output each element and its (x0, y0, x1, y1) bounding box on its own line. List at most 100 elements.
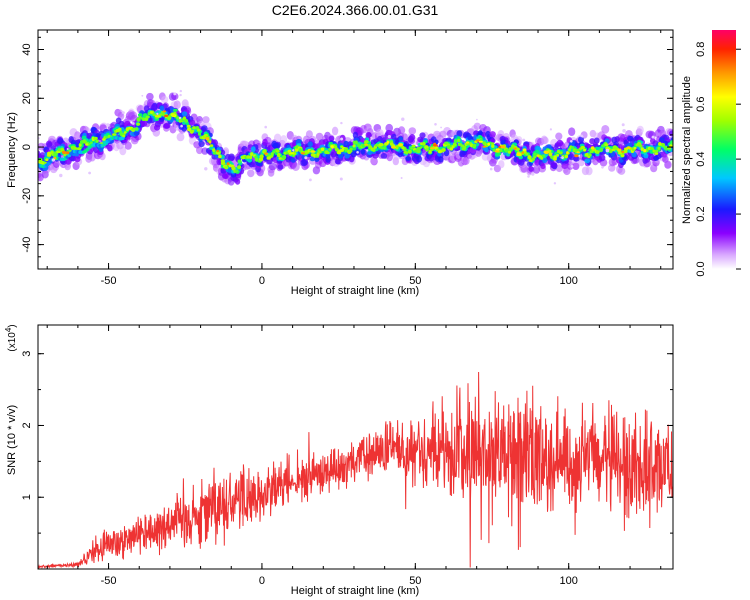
spectral-peak (621, 150, 625, 153)
spectral-blob (477, 130, 483, 136)
spectral-peak (643, 149, 647, 153)
spectral-blob (176, 132, 185, 142)
spectral-speck (558, 146, 560, 149)
spectral-peak (487, 142, 491, 146)
spectral-blob (247, 169, 255, 178)
spectral-blob (137, 113, 143, 117)
spectral-blob (572, 162, 580, 170)
spectral-blob (123, 131, 127, 134)
spectral-blob (136, 122, 141, 126)
spectral-blob (184, 119, 189, 123)
x-tick-label: 100 (560, 275, 578, 287)
spectral-blob (197, 131, 202, 136)
spectral-blob (372, 148, 376, 152)
spectral-blob (588, 153, 592, 157)
spectral-blob (278, 157, 283, 160)
spectral-blob (237, 159, 242, 163)
spectral-blob (541, 136, 549, 145)
spectral-blob (159, 105, 165, 112)
spectral-speck (141, 94, 144, 97)
spectral-speck (522, 138, 526, 142)
spectral-blob (228, 153, 235, 161)
spectral-speck (527, 175, 530, 178)
spectral-speck (401, 117, 405, 121)
spectral-blob (652, 149, 656, 153)
y-tick-label: 1 (21, 494, 33, 500)
spectral-speck (179, 93, 182, 97)
spectral-blob (601, 144, 606, 148)
spectrogram-panel: -50 0 50 100 -40 -20 0 20 40 Height of straight … (6, 29, 674, 297)
spectral-blob (333, 145, 338, 149)
spectral-speck (370, 136, 373, 139)
spectral-blob (499, 148, 503, 153)
spectral-blob (409, 134, 416, 141)
spectral-peak (85, 143, 89, 146)
spectral-blob (291, 162, 300, 171)
spectral-blob (267, 169, 275, 177)
spectral-blob (584, 158, 591, 164)
spectral-blob (176, 116, 180, 120)
spectral-blob (277, 153, 281, 158)
colorbar-tick-label: 0.8 (695, 42, 707, 57)
spectral-blob (564, 154, 569, 159)
spectral-blob (246, 155, 250, 159)
spectral-blob (93, 136, 98, 140)
spectral-speck (339, 177, 343, 181)
spectral-blob (669, 144, 673, 147)
spectral-blob (649, 147, 655, 150)
spectral-blob (218, 154, 222, 159)
spectral-peak (364, 143, 368, 146)
spectral-blob (173, 108, 178, 112)
spectral-blob (300, 159, 308, 167)
spectral-peak (500, 145, 506, 149)
spectral-blob (78, 143, 82, 147)
spectral-peak (544, 150, 549, 154)
spectral-blob (447, 145, 451, 150)
spectral-blob (571, 145, 575, 150)
spectral-speck (549, 128, 553, 131)
spectral-blob (540, 163, 546, 170)
spectral-blob (198, 140, 205, 148)
spectral-blob (659, 137, 665, 143)
spectral-blob (250, 152, 254, 157)
spectral-blob (237, 165, 242, 170)
spectral-peak (216, 152, 221, 155)
spectral-blob (527, 155, 532, 160)
spectral-speck (204, 167, 208, 171)
spectral-peak (482, 145, 487, 148)
spectral-blob (314, 157, 320, 163)
spectral-peak (150, 111, 153, 114)
spectral-peak (494, 150, 500, 153)
spectral-blob (614, 136, 620, 143)
spectral-blob (473, 143, 477, 147)
spectral-blob (550, 162, 558, 169)
spectral-blob (553, 155, 557, 160)
spectral-blob (419, 146, 423, 149)
spectral-blob (212, 148, 216, 153)
spectral-blob (498, 160, 505, 169)
spectral-blob (385, 123, 394, 133)
spectral-blob (328, 135, 335, 142)
spectral-peak (226, 162, 230, 166)
spectral-blob (670, 142, 673, 145)
spectral-blob (343, 140, 349, 147)
spectral-peak (65, 151, 70, 155)
spectrogram-y-axis-label: Frequency (Hz) (6, 112, 18, 188)
spectral-blob (328, 147, 332, 151)
spectral-blob (201, 125, 208, 132)
spectral-blob (344, 148, 348, 152)
spectral-blob (331, 126, 339, 136)
spectral-speck (489, 167, 493, 171)
spectral-blob (528, 166, 534, 172)
spectral-blob (344, 153, 351, 159)
spectral-blob (580, 145, 585, 150)
spectral-peak (618, 148, 622, 152)
spectral-blob (633, 146, 637, 150)
spectral-blob (83, 140, 88, 144)
spectral-blob (360, 148, 366, 155)
spectral-peak (391, 146, 397, 149)
colorbar-gradient (712, 30, 736, 269)
spectral-blob (187, 127, 192, 132)
spectral-peak (61, 150, 67, 155)
y-tick-label: 20 (21, 92, 33, 104)
